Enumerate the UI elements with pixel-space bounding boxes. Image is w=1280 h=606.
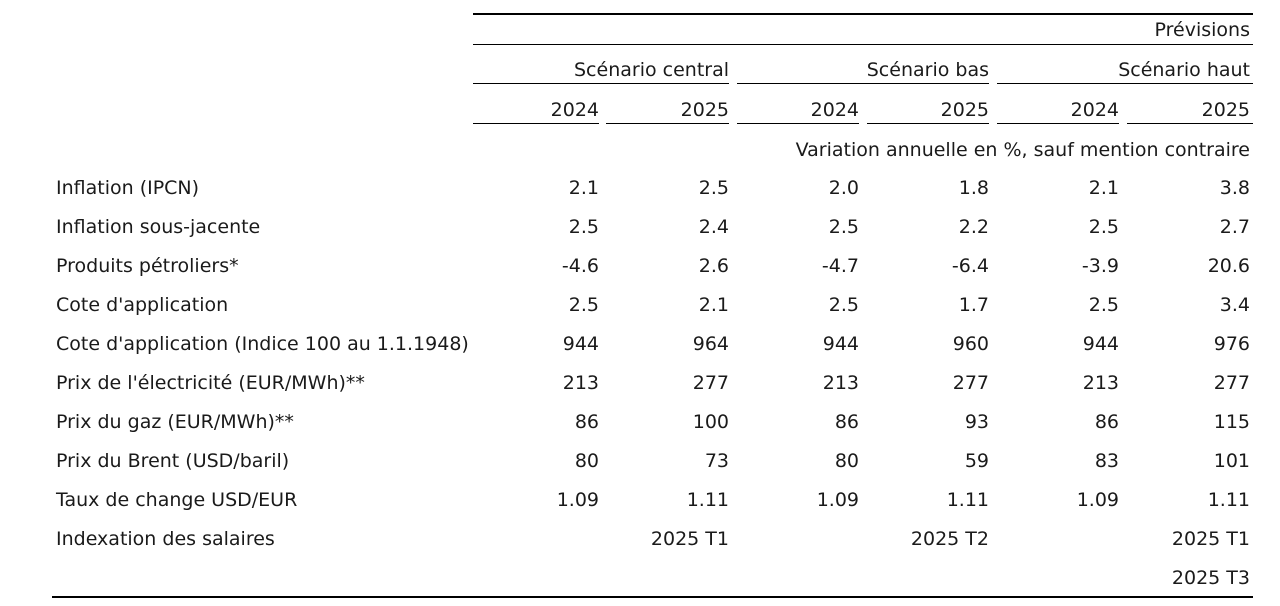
table-cell: 2025 T1 [650,528,729,550]
forecasts-underline [473,44,1253,45]
table-cell: 86 [834,411,859,433]
table-cell: 1.11 [686,489,729,511]
table-cell: 213 [562,372,599,394]
scenario-bas-underline [737,83,989,84]
table-cell: 213 [1082,372,1119,394]
table-cell: 93 [964,411,989,433]
table-cell: 2.5 [828,216,859,238]
scenario-haut-header: Scénario haut [1118,59,1250,81]
row-label: Produits pétroliers* [56,255,239,277]
table-cell: 2.2 [958,216,989,238]
row-label: Indexation des salaires [56,528,275,550]
table-cell: 59 [964,450,989,472]
table-cell: 2.7 [1219,216,1250,238]
row-label: Prix du gaz (EUR/MWh)** [56,411,294,433]
table-bottom-rule [52,596,1253,598]
scenario-central-header: Scénario central [574,59,729,81]
table-cell: 101 [1213,450,1250,472]
table-cell: 277 [952,372,989,394]
table-cell: 944 [562,333,599,355]
table-cell: 20.6 [1207,255,1250,277]
table-cell: 2.4 [698,216,729,238]
table-cell: 1.09 [556,489,599,511]
table-cell: 86 [1094,411,1119,433]
table-cell: 3.8 [1219,177,1250,199]
table-cell: 1.7 [958,294,989,316]
table-cell: 277 [1213,372,1250,394]
table-cell: -3.9 [1081,255,1119,277]
table-cell: 964 [692,333,729,355]
table-cell: -4.6 [561,255,599,277]
table-cell: 1.09 [1076,489,1119,511]
year-header: 2024 [810,99,859,121]
row-label: Prix du Brent (USD/baril) [56,450,290,472]
table-cell: 2.1 [1088,177,1119,199]
table-cell: 73 [704,450,729,472]
year-underline [606,123,729,124]
table-cell: 2.5 [698,177,729,199]
row-label: Cote d'application (Indice 100 au 1.1.19… [56,333,469,355]
year-underline [867,123,989,124]
table-cell: 944 [1082,333,1119,355]
table-cell: 2.1 [568,177,599,199]
table-cell: 2.5 [828,294,859,316]
scenario-bas-header: Scénario bas [866,59,989,81]
table-cell: 2.5 [1088,216,1119,238]
table-cell: 2.0 [828,177,859,199]
year-underline [473,123,599,124]
scenario-central-underline [473,83,729,84]
table-cell: 277 [692,372,729,394]
table-cell: 80 [834,450,859,472]
row-label: Inflation (IPCN) [56,177,200,199]
table-cell: 960 [952,333,989,355]
row-label: Taux de change USD/EUR [56,489,298,511]
table-cell: 213 [822,372,859,394]
table-cell: 80 [574,450,599,472]
table-cell: 1.8 [958,177,989,199]
forecasts-header: Prévisions [1154,19,1250,41]
table-cell: 944 [822,333,859,355]
table-cell: 1.11 [946,489,989,511]
year-header: 2025 [940,99,989,121]
table-cell: 2.5 [1088,294,1119,316]
table-cell: 86 [574,411,599,433]
row-label: Cote d'application [56,294,229,316]
row-label: Prix de l'électricité (EUR/MWh)** [56,372,365,394]
table-cell: 2.5 [568,216,599,238]
table-cell: 1.11 [1207,489,1250,511]
table-cell: 83 [1094,450,1119,472]
table-cell: 2.6 [698,255,729,277]
year-underline [737,123,859,124]
table-cell: -6.4 [951,255,989,277]
table-cell: 2.5 [568,294,599,316]
table-cell: 1.09 [816,489,859,511]
table-top-rule [473,13,1253,15]
row-label: Inflation sous-jacente [56,216,261,238]
year-header: 2025 [680,99,729,121]
year-underline [997,123,1119,124]
units-note: Variation annuelle en %, sauf mention co… [795,139,1250,161]
table-cell: -4.7 [821,255,859,277]
table-cell: 2025 T3 [1171,567,1250,589]
table-cell: 3.4 [1219,294,1250,316]
table-cell: 976 [1213,333,1250,355]
table-cell: 2025 T2 [910,528,989,550]
table-cell: 2025 T1 [1171,528,1250,550]
year-underline [1127,123,1253,124]
scenario-haut-underline [997,83,1253,84]
table-cell: 115 [1213,411,1250,433]
year-header: 2025 [1201,99,1250,121]
table-cell: 100 [692,411,729,433]
year-header: 2024 [550,99,599,121]
year-header: 2024 [1070,99,1119,121]
table-cell: 2.1 [698,294,729,316]
